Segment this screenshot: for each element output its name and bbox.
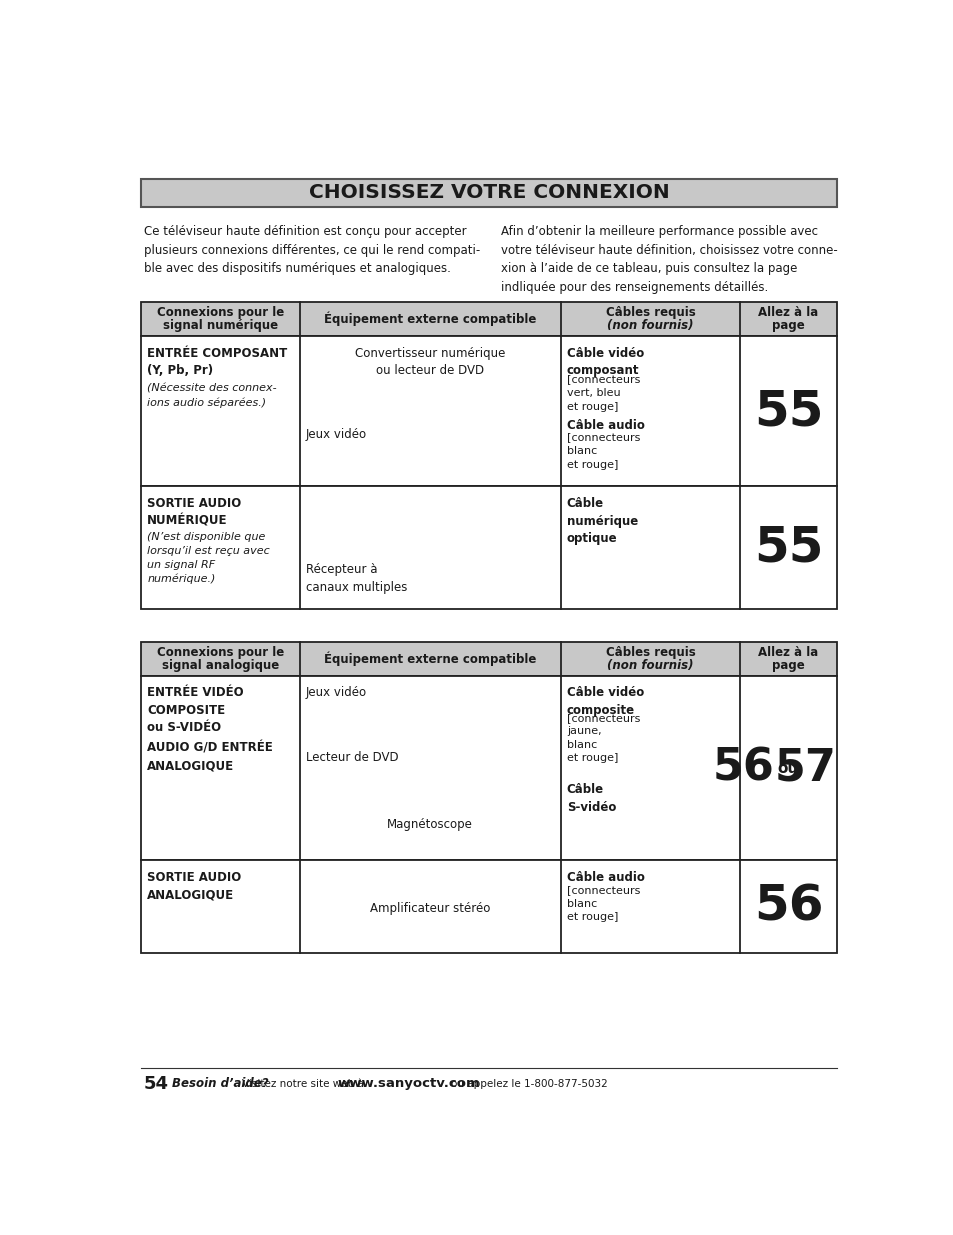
Bar <box>141 861 836 953</box>
Text: [connecteurs
vert, bleu
et rouge]: [connecteurs vert, bleu et rouge] <box>566 374 639 411</box>
Text: AUDIO G/D ENTRÉE
ANALOGIQUE: AUDIO G/D ENTRÉE ANALOGIQUE <box>147 742 273 772</box>
Text: Câbles requis: Câbles requis <box>605 306 695 319</box>
Text: Visitez notre site web à: Visitez notre site web à <box>241 1078 367 1089</box>
Text: ENTRÉE VIDÉO
COMPOSITE
ou S-VIDÉO: ENTRÉE VIDÉO COMPOSITE ou S-VIDÉO <box>147 687 244 735</box>
Text: ou appelez le 1-800-877-5032: ou appelez le 1-800-877-5032 <box>451 1078 607 1089</box>
Text: page: page <box>771 658 804 672</box>
Text: Récepteur à
canaux multiples: Récepteur à canaux multiples <box>306 563 407 594</box>
Text: Câbles requis: Câbles requis <box>605 646 695 658</box>
Text: 56: 56 <box>712 746 774 789</box>
Text: 56: 56 <box>753 883 822 931</box>
Text: SORTIE AUDIO
ANALOGIQUE: SORTIE AUDIO ANALOGIQUE <box>147 871 241 902</box>
Text: 54: 54 <box>144 1074 169 1093</box>
Text: Câble audio: Câble audio <box>566 419 644 432</box>
Text: Câble
numérique
optique: Câble numérique optique <box>566 496 638 545</box>
Bar <box>141 336 836 487</box>
Text: Câble vidéo
composant: Câble vidéo composant <box>566 347 643 378</box>
Text: 55: 55 <box>753 387 822 435</box>
Bar <box>141 303 836 336</box>
Text: Magnétoscope: Magnétoscope <box>387 818 473 831</box>
Text: Câble audio: Câble audio <box>566 871 644 884</box>
Bar <box>141 303 836 336</box>
Text: Convertisseur numérique
ou lecteur de DVD: Convertisseur numérique ou lecteur de DV… <box>355 347 505 378</box>
Text: Allez à la: Allez à la <box>758 646 818 658</box>
Text: ENTRÉE COMPOSANT
(Y, Pb, Pr): ENTRÉE COMPOSANT (Y, Pb, Pr) <box>147 347 287 378</box>
Text: 57: 57 <box>774 746 836 789</box>
Text: Équipement externe compatible: Équipement externe compatible <box>324 651 536 666</box>
Text: Amplificateur stéréo: Amplificateur stéréo <box>370 902 490 915</box>
Text: Jeux vidéo: Jeux vidéo <box>306 429 367 441</box>
Bar <box>141 642 836 676</box>
Text: page: page <box>771 319 804 332</box>
Bar <box>141 487 836 609</box>
Bar <box>141 179 836 206</box>
Text: Lecteur de DVD: Lecteur de DVD <box>306 751 398 764</box>
Text: Équipement externe compatible: Équipement externe compatible <box>324 312 536 326</box>
Text: Câble vidéo
composite: Câble vidéo composite <box>566 687 643 718</box>
Bar <box>141 676 836 861</box>
Text: signal numérique: signal numérique <box>163 319 277 332</box>
Text: (Nécessite des connex-
ions audio séparées.): (Nécessite des connex- ions audio séparé… <box>147 384 276 408</box>
Text: (non fournis): (non fournis) <box>606 319 693 332</box>
Text: Connexions pour le: Connexions pour le <box>156 306 284 319</box>
Text: 55: 55 <box>753 524 822 572</box>
Text: Ce téléviseur haute définition est conçu pour accepter
plusieurs connexions diff: Ce téléviseur haute définition est conçu… <box>144 225 479 275</box>
Text: [connecteurs
blanc
et rouge]: [connecteurs blanc et rouge] <box>566 432 639 469</box>
Bar <box>141 642 836 676</box>
Text: Câble
S-vidéo: Câble S-vidéo <box>566 783 616 814</box>
Text: Allez à la: Allez à la <box>758 306 818 319</box>
Text: [connecteurs
blanc
et rouge]: [connecteurs blanc et rouge] <box>566 885 639 923</box>
Text: Jeux vidéo: Jeux vidéo <box>306 687 367 699</box>
Text: Besoin d’aide?: Besoin d’aide? <box>172 1077 269 1091</box>
Text: SORTIE AUDIO
NUMÉRIQUE: SORTIE AUDIO NUMÉRIQUE <box>147 496 241 527</box>
Text: [connecteurs
jaune,
blanc
et rouge]: [connecteurs jaune, blanc et rouge] <box>566 713 639 763</box>
Text: (N’est disponible que
lorsqu’il est reçu avec
un signal RF
numérique.): (N’est disponible que lorsqu’il est reçu… <box>147 532 270 584</box>
Text: signal analogique: signal analogique <box>161 658 278 672</box>
Text: Connexions pour le: Connexions pour le <box>156 646 284 658</box>
Text: CHOISISSEZ VOTRE CONNEXION: CHOISISSEZ VOTRE CONNEXION <box>308 183 669 203</box>
Text: www.sanyoctv.com: www.sanyoctv.com <box>337 1077 480 1091</box>
Text: (non fournis): (non fournis) <box>606 658 693 672</box>
Text: Afin d’obtenir la meilleure performance possible avec
votre téléviseur haute déf: Afin d’obtenir la meilleure performance … <box>500 225 837 294</box>
Text: ou: ou <box>777 761 798 776</box>
